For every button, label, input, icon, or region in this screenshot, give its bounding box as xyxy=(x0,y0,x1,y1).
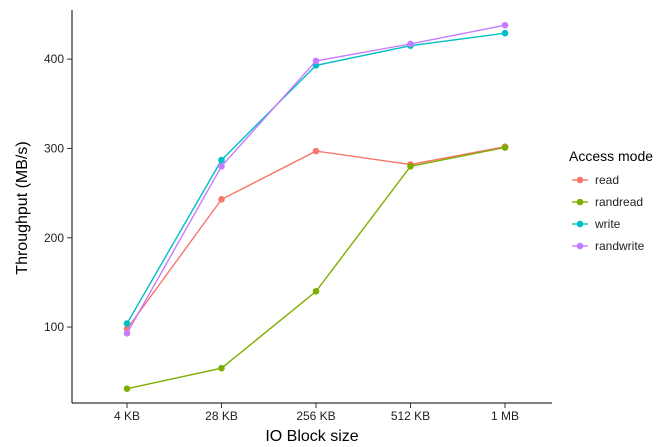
data-point-randread xyxy=(123,385,131,393)
data-point-write xyxy=(218,156,225,164)
series-randread xyxy=(123,144,509,393)
legend-item-randread: randread xyxy=(572,195,643,209)
y-tick-label: 400 xyxy=(44,52,64,66)
series-write xyxy=(123,29,509,327)
legend-key-point xyxy=(576,242,584,250)
x-axis-title: IO Block size xyxy=(265,428,358,445)
legend-key-point xyxy=(576,176,584,184)
data-point-write xyxy=(501,29,509,37)
data-point-randwrite xyxy=(123,330,131,337)
data-point-randwrite xyxy=(407,40,414,48)
legend-label: randwrite xyxy=(595,239,645,253)
legend-label: randread xyxy=(595,195,643,209)
legend-key-point xyxy=(576,198,584,206)
y-tick-label: 100 xyxy=(44,320,64,334)
y-axis-title: Throughput (MB/s) xyxy=(14,141,31,274)
y-tick-label: 300 xyxy=(44,141,64,155)
data-point-randwrite xyxy=(312,57,320,65)
x-tick-label: 28 KB xyxy=(205,409,238,423)
series-line-randread xyxy=(126,146,506,390)
data-point-randwrite xyxy=(218,163,225,170)
legend-title: Access mode xyxy=(569,148,653,164)
series-line-read xyxy=(126,146,506,330)
legend-key-point xyxy=(576,220,584,228)
legend: Access mode read randread write randwrite xyxy=(569,148,653,253)
data-point-randwrite xyxy=(501,21,509,29)
series-randwrite xyxy=(123,21,509,337)
legend-item-write: write xyxy=(572,217,621,231)
series-layer xyxy=(123,21,509,393)
series-line-randwrite xyxy=(126,24,506,334)
x-tick-label: 4 KB xyxy=(114,409,140,423)
data-point-read xyxy=(218,196,225,203)
data-point-randread xyxy=(218,364,225,372)
x-axis: 4 KB 28 KB 256 KB 512 KB 1 MB xyxy=(72,402,552,423)
data-point-read xyxy=(312,147,320,155)
series-line-write xyxy=(126,32,506,324)
data-point-randread xyxy=(312,288,320,295)
legend-label: read xyxy=(595,173,619,187)
y-tick-label: 200 xyxy=(44,231,64,245)
x-tick-label: 512 KB xyxy=(391,409,430,423)
legend-item-randwrite: randwrite xyxy=(572,239,645,253)
data-point-randread xyxy=(501,144,509,151)
data-point-randread xyxy=(407,163,414,170)
x-tick-label: 256 KB xyxy=(296,409,335,423)
data-point-write xyxy=(123,320,131,327)
y-axis: 100 200 300 400 xyxy=(44,10,73,403)
x-tick-label: 1 MB xyxy=(491,409,519,423)
legend-item-read: read xyxy=(572,173,619,187)
legend-label: write xyxy=(594,217,621,231)
